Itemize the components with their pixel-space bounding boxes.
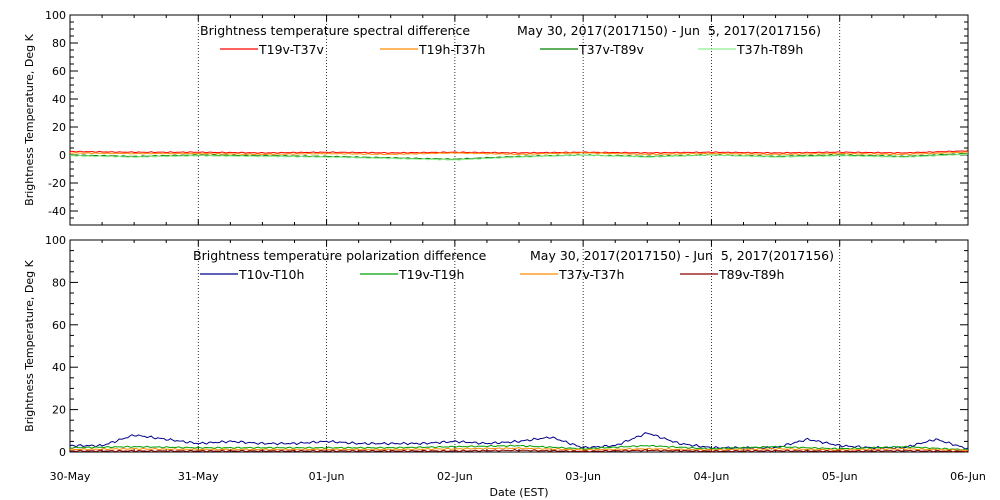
bottom-plot-frame (69, 239, 969, 453)
bottom-y-tick-label: 80 (52, 276, 66, 289)
bottom-panel-title: Brightness temperature polarization diff… (193, 248, 487, 263)
top-y-tick-label: 60 (52, 65, 66, 78)
bottom-legend-label-3: T89v-T89h (718, 267, 784, 282)
spectral-difference-panel: -40 -20 0 20 40 60 80 100 Brightness temperatur… (23, 9, 969, 226)
bottom-vertical-gridlines (197, 240, 841, 452)
x-tick-label: 03-Jun (565, 470, 601, 483)
x-tick-label: 06-Jun (950, 470, 986, 483)
top-plot-frame (69, 14, 969, 226)
bottom-legend: T10v-T10h T19v-T19h T37v-T37h T89v-T89h (200, 267, 784, 282)
bottom-legend-label-1: T19v-T19h (398, 267, 464, 282)
top-legend-label-3: T37h-T89h (736, 42, 803, 57)
top-axis-ticks (69, 14, 969, 226)
bottom-y-tick-labels: 0 20 40 60 80 100 (45, 234, 66, 459)
top-series-line-3 (69, 153, 969, 161)
x-tick-label: 05-Jun (822, 470, 858, 483)
bottom-y-tick-label: 20 (52, 404, 66, 417)
top-y-tick-label: -20 (48, 177, 66, 190)
top-legend-label-0: T19v-T37v (258, 42, 325, 57)
top-legend-label-1: T19h-T37h (418, 42, 485, 57)
bottom-legend-label-2: T37v-T37h (558, 267, 624, 282)
top-y-tick-label: 20 (52, 121, 66, 134)
x-tick-label: 02-Jun (437, 470, 473, 483)
bottom-y-tick-label: 100 (45, 234, 66, 247)
bottom-series-line-2 (69, 446, 969, 452)
x-tick-label: 01-Jun (309, 470, 345, 483)
top-legend: T19v-T37v T19h-T37h T37v-T89v T37h-T89h (220, 42, 803, 57)
top-panel-title: Brightness temperature spectral differen… (200, 23, 470, 38)
bottom-series-line-0 (69, 432, 969, 450)
x-tick-label: 04-Jun (694, 470, 730, 483)
x-tick-label: 31-May (178, 470, 219, 483)
bottom-y-tick-label: 40 (52, 361, 66, 374)
top-y-axis-title: Brightness Temperature, Deg K (23, 33, 36, 205)
top-y-tick-label: 100 (45, 9, 66, 22)
top-y-tick-label: 80 (52, 37, 66, 50)
bottom-y-tick-label: 60 (52, 319, 66, 332)
top-vertical-gridlines (197, 15, 841, 225)
top-series-line-2 (69, 153, 968, 161)
bottom-y-tick-label: 0 (59, 446, 66, 459)
bottom-axis-ticks (69, 239, 969, 453)
top-series-lines (69, 149, 969, 161)
top-series-line-0 (69, 149, 969, 154)
top-legend-label-2: T37v-T89v (578, 42, 645, 57)
top-y-tick-label: 0 (59, 149, 66, 162)
bottom-legend-label-0: T10v-T10h (238, 267, 304, 282)
top-series-line-1 (69, 151, 969, 156)
bottom-series-line-3 (69, 449, 969, 453)
x-tick-label: 30-May (50, 470, 91, 483)
x-tick-labels: 30-May 31-May 01-Jun 02-Jun 03-Jun 04-Jun 05-J… (50, 470, 986, 483)
polarization-difference-panel: 0 20 40 60 80 100 Brightness temperature pola… (23, 234, 969, 459)
top-y-tick-label: 40 (52, 93, 66, 106)
top-y-tick-label: -40 (48, 205, 66, 218)
top-y-tick-labels: -40 -20 0 20 40 60 80 100 (45, 9, 66, 218)
x-axis-title: Date (EST) (489, 486, 548, 499)
bottom-panel-date-range: May 30, 2017(2017150) - Jun 5, 2017(2017… (530, 248, 834, 263)
bottom-series-lines (69, 432, 969, 453)
top-panel-date-range: May 30, 2017(2017150) - Jun 5, 2017(2017… (517, 23, 821, 38)
bottom-y-axis-title: Brightness Temperature, Deg K (23, 259, 36, 431)
